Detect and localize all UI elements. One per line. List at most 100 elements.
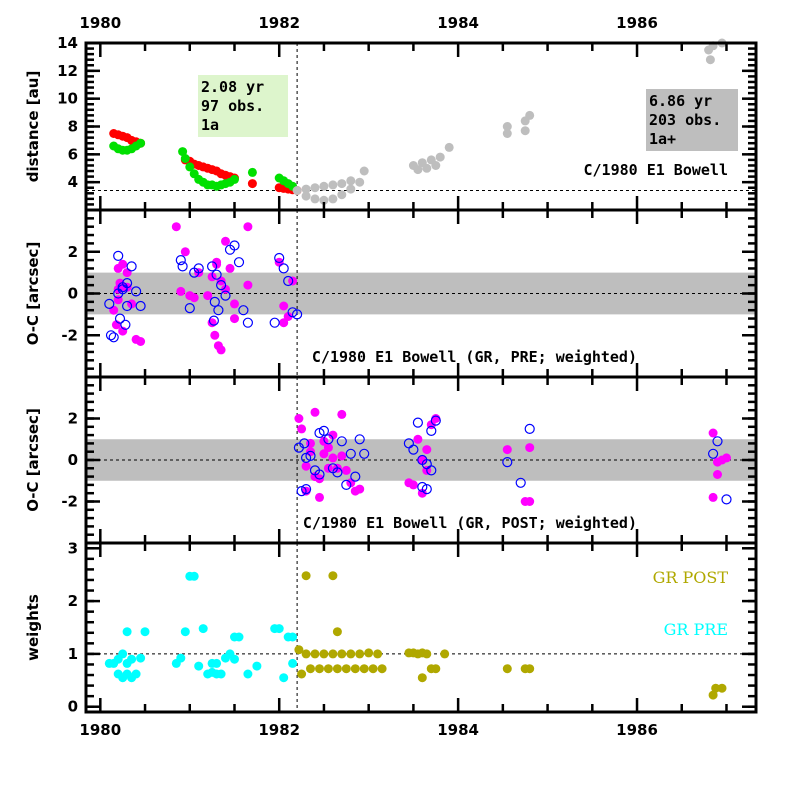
post-arc-label: 6.86 yr xyxy=(649,92,712,110)
data-point xyxy=(368,664,378,674)
y-tick-label: 4 xyxy=(68,173,78,191)
data-point xyxy=(301,184,311,194)
data-point xyxy=(108,332,119,343)
panel-title: C/1980 E1 Bowell xyxy=(584,161,729,179)
data-point xyxy=(135,300,146,312)
data-point xyxy=(426,465,437,476)
legend-entry: GR POST xyxy=(653,568,729,587)
data-point xyxy=(247,179,257,189)
data-point xyxy=(140,627,150,637)
y-axis-label: O-C [arcsec] xyxy=(24,242,42,346)
data-point xyxy=(301,649,311,659)
x-tick-label-top: 1986 xyxy=(616,14,658,32)
data-point xyxy=(297,424,307,434)
data-point xyxy=(332,627,342,637)
y-tick-label: 6 xyxy=(68,145,78,163)
data-point xyxy=(708,428,718,438)
panel-weights: 0 1 2 3 weights GR POST GR PRE xyxy=(24,539,758,716)
data-point xyxy=(243,222,253,232)
data-point xyxy=(294,645,304,655)
data-point xyxy=(299,438,310,449)
data-point xyxy=(178,147,188,157)
data-point xyxy=(721,494,732,505)
data-point xyxy=(177,261,188,272)
data-point xyxy=(238,305,249,316)
data-point xyxy=(525,664,535,674)
data-point xyxy=(296,486,307,497)
data-point xyxy=(412,417,423,428)
pre-arc-box xyxy=(198,75,288,137)
data-point xyxy=(301,191,311,201)
data-point xyxy=(337,649,347,659)
data-point xyxy=(126,261,137,272)
data-point xyxy=(234,632,244,642)
data-point xyxy=(292,309,303,320)
y-tick-label: 8 xyxy=(68,118,78,136)
y-tick-label: 10 xyxy=(57,90,78,108)
data-point xyxy=(208,315,219,326)
y-tick-label: 2 xyxy=(68,243,78,261)
data-point xyxy=(120,319,131,330)
data-point xyxy=(359,166,369,176)
data-point xyxy=(328,180,338,190)
data-point xyxy=(216,345,226,355)
y-tick-label: -2 xyxy=(61,326,78,344)
y-axis-label: weights xyxy=(24,594,42,661)
data-point xyxy=(502,129,512,138)
data-point xyxy=(105,330,117,341)
data-point xyxy=(722,453,731,463)
data-point xyxy=(189,293,199,303)
data-point xyxy=(301,571,311,581)
data-point xyxy=(221,236,230,246)
data-point xyxy=(194,661,204,671)
data-point xyxy=(337,451,347,461)
data-point xyxy=(705,55,715,65)
data-point xyxy=(332,467,343,478)
data-point xyxy=(274,252,285,264)
data-point xyxy=(426,425,437,436)
data-point xyxy=(711,683,721,693)
data-point xyxy=(278,263,289,274)
data-point xyxy=(713,470,722,479)
data-point xyxy=(373,649,383,659)
data-point xyxy=(525,443,535,453)
data-point xyxy=(243,669,253,679)
data-point xyxy=(712,436,723,447)
x-tick-label-bottom: 1984 xyxy=(437,721,479,739)
data-point xyxy=(359,448,370,459)
data-point xyxy=(279,673,289,683)
data-point xyxy=(136,138,146,148)
x-tick-label-top: 1980 xyxy=(79,14,121,32)
data-point xyxy=(319,195,329,205)
data-point xyxy=(136,337,146,346)
data-point xyxy=(707,448,719,459)
data-point xyxy=(359,664,369,674)
data-point xyxy=(104,298,115,309)
data-point xyxy=(233,257,245,268)
data-point xyxy=(230,314,239,324)
data-point xyxy=(413,434,423,444)
data-point xyxy=(230,174,239,184)
data-point xyxy=(122,627,132,637)
legend-entry: GR PRE xyxy=(664,620,728,639)
data-point xyxy=(422,163,432,173)
data-point xyxy=(355,177,365,187)
data-point xyxy=(207,261,218,272)
data-point xyxy=(502,445,512,455)
data-point xyxy=(210,330,220,340)
data-point xyxy=(310,183,320,193)
x-tick-label-top: 1984 xyxy=(437,14,479,32)
data-point xyxy=(364,648,374,658)
data-point xyxy=(337,179,347,189)
data-point xyxy=(708,690,718,700)
data-point xyxy=(315,664,324,674)
data-point xyxy=(184,303,195,314)
data-point xyxy=(247,167,257,177)
data-point xyxy=(346,184,356,194)
data-point xyxy=(431,664,441,674)
data-point xyxy=(121,300,133,312)
data-point xyxy=(502,122,512,131)
data-point xyxy=(708,492,718,502)
